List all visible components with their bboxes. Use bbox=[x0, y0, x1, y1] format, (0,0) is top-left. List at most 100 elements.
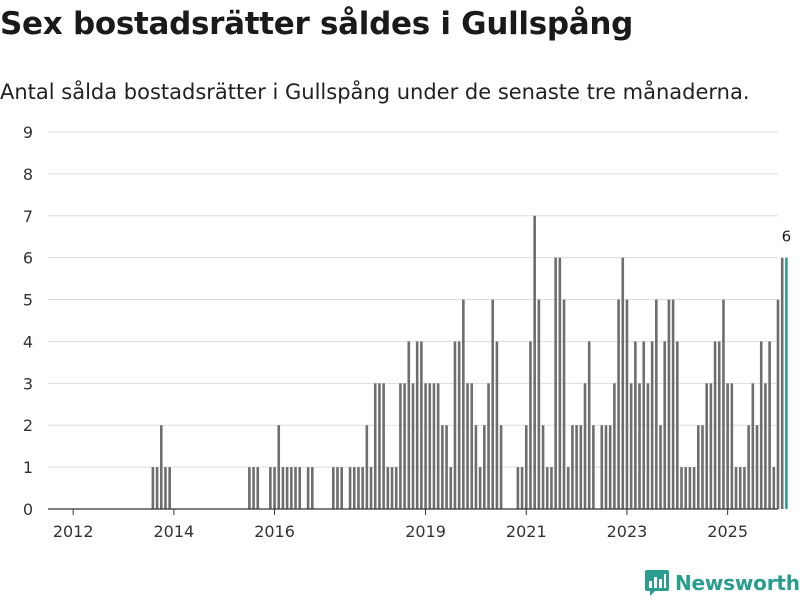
bar bbox=[285, 467, 289, 509]
bar bbox=[692, 467, 696, 509]
bar bbox=[483, 425, 486, 509]
chart-subtitle: Antal sålda bostadsrätter i Gullspång un… bbox=[0, 80, 750, 104]
bar bbox=[667, 299, 671, 509]
bar bbox=[487, 383, 490, 509]
bar bbox=[713, 341, 717, 509]
bar bbox=[436, 383, 440, 509]
bar bbox=[445, 425, 448, 509]
bar bbox=[579, 425, 583, 509]
bar bbox=[453, 341, 457, 509]
x-tick-label: 2016 bbox=[254, 522, 295, 541]
bar bbox=[348, 467, 352, 509]
bar bbox=[659, 425, 662, 509]
bar bbox=[696, 425, 700, 509]
bar bbox=[688, 467, 692, 509]
bar bbox=[407, 341, 411, 509]
x-tick-label: 2021 bbox=[506, 522, 547, 541]
bar bbox=[269, 467, 272, 509]
bar bbox=[717, 341, 721, 509]
y-tick-label: 7 bbox=[23, 207, 33, 226]
bar bbox=[340, 467, 343, 509]
last-value-label: 6 bbox=[782, 228, 792, 246]
bar bbox=[575, 425, 578, 509]
bar bbox=[650, 341, 654, 509]
bar bbox=[751, 383, 755, 509]
bar bbox=[617, 299, 620, 509]
bar bbox=[361, 467, 364, 509]
x-tick-label: 2025 bbox=[707, 522, 748, 541]
x-tick-label: 2012 bbox=[53, 522, 94, 541]
bar bbox=[248, 467, 251, 509]
bar bbox=[403, 383, 406, 509]
bar bbox=[621, 257, 625, 509]
bar bbox=[373, 383, 377, 509]
bar bbox=[415, 341, 419, 509]
bar bbox=[705, 383, 708, 509]
bar bbox=[684, 467, 687, 509]
bar bbox=[734, 467, 738, 509]
bar bbox=[537, 299, 541, 509]
bar bbox=[428, 383, 432, 509]
bar bbox=[583, 383, 587, 509]
bar bbox=[743, 467, 746, 509]
y-tick-label: 3 bbox=[23, 374, 33, 393]
bar bbox=[411, 383, 415, 509]
bar bbox=[441, 425, 444, 509]
bar-chart: 0 1 2 3 4 5 6 7 8 9 6 2012 2014 2016 2019 2021 2023 2025 bbox=[23, 123, 792, 541]
bar bbox=[646, 383, 650, 509]
bar bbox=[642, 341, 646, 509]
bar bbox=[655, 299, 658, 509]
bar bbox=[776, 299, 780, 509]
bar bbox=[566, 467, 570, 509]
bar bbox=[541, 425, 545, 509]
bar bbox=[365, 425, 369, 509]
bar bbox=[545, 467, 549, 509]
bar bbox=[331, 467, 335, 509]
bar bbox=[159, 425, 163, 509]
bar bbox=[571, 425, 574, 509]
bar bbox=[420, 341, 423, 509]
bar bbox=[764, 383, 767, 509]
bar bbox=[151, 467, 155, 509]
bar bbox=[168, 467, 171, 509]
bar bbox=[462, 299, 465, 509]
bar bbox=[780, 257, 784, 509]
bar bbox=[155, 467, 159, 509]
bar bbox=[550, 467, 553, 509]
bar bbox=[277, 425, 281, 509]
x-tick-label: 2023 bbox=[607, 522, 648, 541]
bar bbox=[256, 467, 260, 509]
bar bbox=[474, 425, 478, 509]
bar bbox=[311, 467, 314, 509]
bar bbox=[768, 341, 771, 509]
bar bbox=[629, 383, 633, 509]
bar bbox=[495, 341, 499, 509]
bar bbox=[516, 467, 520, 509]
y-tick-label: 0 bbox=[23, 500, 33, 519]
bar bbox=[592, 425, 595, 509]
y-tick-label: 1 bbox=[23, 458, 33, 477]
bar bbox=[399, 383, 402, 509]
bar bbox=[290, 467, 293, 509]
bar bbox=[386, 467, 390, 509]
bar bbox=[478, 467, 482, 509]
y-tick-label: 8 bbox=[23, 165, 33, 184]
bar bbox=[587, 341, 591, 509]
bar bbox=[281, 467, 285, 509]
bar bbox=[676, 341, 679, 509]
bar bbox=[738, 467, 742, 509]
bar bbox=[524, 425, 528, 509]
bar bbox=[562, 299, 566, 509]
bar bbox=[709, 383, 713, 509]
bar bbox=[336, 467, 339, 509]
bar bbox=[747, 425, 750, 509]
bar bbox=[520, 467, 524, 509]
bar bbox=[394, 467, 398, 509]
bar bbox=[701, 425, 704, 509]
bar bbox=[369, 467, 373, 509]
bar bbox=[608, 425, 612, 509]
bar bbox=[470, 383, 474, 509]
bar bbox=[273, 467, 276, 509]
bar bbox=[671, 299, 675, 509]
bar bbox=[772, 467, 776, 509]
